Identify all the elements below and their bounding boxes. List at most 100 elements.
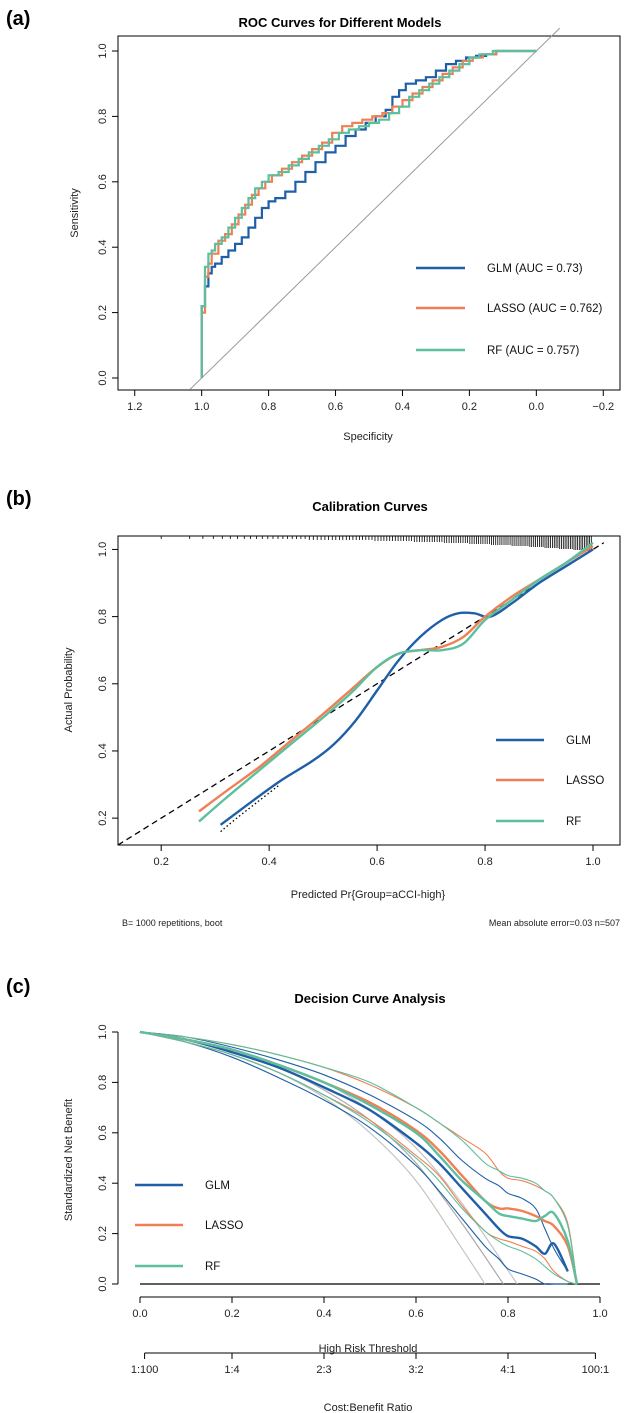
calibration-curve-rf: [198, 541, 594, 823]
dca-y-axis-tick-label: 0.8: [97, 1075, 109, 1090]
roc-x-axis-tick-label: 1.0: [194, 401, 209, 413]
roc-title: ROC Curves for Different Models: [239, 15, 442, 30]
dca-x-axis-tick-label: 0.4: [316, 1308, 331, 1320]
calibration-x-axis-tick-label: 0.6: [369, 856, 384, 868]
calibration-curve-glm: [219, 548, 594, 826]
dca-legend-lasso: LASSO: [205, 1220, 243, 1232]
dca-curve-glm: [139, 1030, 569, 1272]
dca-upper-ci-rf: [139, 1031, 578, 1285]
dca-y-axis-tick-label: 0.4: [97, 1176, 109, 1191]
roc-curve-glm: [200, 49, 537, 378]
calibration-legend-glm: GLM: [566, 735, 591, 747]
dca-x-axis-tick-label: 0.8: [500, 1308, 515, 1320]
roc-plot-frame: [117, 35, 621, 391]
calibration-x-axis-tick-label: 0.8: [477, 856, 492, 868]
calibration-x-axis-tick-label: 0.4: [261, 856, 276, 868]
dca-y-axis: 0.0 0.2 0.4 0.6 0.8 1.0: [97, 1024, 119, 1292]
calibration-plot-frame: [117, 535, 621, 846]
roc-x-axis-tick-label: −0.2: [592, 401, 614, 413]
dca-title: Decision Curve Analysis: [294, 991, 445, 1006]
roc-legend-lasso: LASSO (AUC = 0.762): [487, 303, 603, 315]
panel-label-c: (c): [6, 976, 30, 998]
calibration-series: [117, 541, 605, 846]
dca-x-axis: 0.0 0.2 0.4 0.6 0.8 1.0: [132, 1296, 608, 1320]
roc-y-axis-tick-label: 0.8: [97, 109, 109, 124]
calibration-y-axis-tick-label: 0.6: [97, 676, 109, 691]
dca-x-axis-tick-label: 1.0: [592, 1308, 607, 1320]
calibration-x-axis-tick-label: 0.2: [154, 856, 169, 868]
dca-x-axis-tick-label: 0.0: [132, 1308, 147, 1320]
dca-cost-benefit-axis-tick-label: 4:1: [500, 1364, 515, 1376]
dca-cost-benefit-axis-tick-label: 1:4: [224, 1364, 239, 1376]
roc-curve-rf: [200, 49, 537, 378]
roc-y-axis: 0.0 0.2 0.4 0.6 0.8 1.0: [97, 43, 119, 386]
calibration-ideal-line: [117, 542, 605, 846]
dca-ylabel: Standardized Net Benefit: [63, 1099, 75, 1221]
roc-ylabel: Sensitivity: [69, 188, 81, 238]
dca-lower-ci-glm: [139, 1031, 568, 1285]
calibration-legend: GLM LASSO RF: [496, 735, 604, 828]
roc-curve-lasso: [200, 49, 537, 378]
calibration-y-axis-tick-label: 1.0: [97, 542, 109, 557]
dca-curve-lasso: [139, 1030, 579, 1285]
roc-x-axis: 1.2 1.0 0.8 0.6 0.4 0.2 0.0 −0.2: [127, 389, 614, 413]
roc-x-axis-tick-label: 0.0: [529, 401, 544, 413]
dca-curve-rf: [139, 1030, 579, 1285]
roc-y-axis-tick-label: 0.4: [97, 240, 109, 255]
dca-legend: GLM LASSO RF: [135, 1180, 243, 1273]
dca-xlabel: High Risk Threshold: [319, 1343, 418, 1355]
roc-legend-rf: RF (AUC = 0.757): [487, 345, 580, 357]
roc-y-axis-tick-label: 0.2: [97, 305, 109, 320]
dca-legend-glm: GLM: [205, 1180, 230, 1192]
roc-reference-line: [189, 27, 561, 391]
dca-y-axis-tick-label: 0.2: [97, 1226, 109, 1241]
roc-xlabel: Specificity: [343, 431, 393, 443]
dca-cost-benefit-axis-tick-label: 3:2: [408, 1364, 423, 1376]
roc-x-axis-tick-label: 0.8: [261, 401, 276, 413]
roc-y-axis-tick-label: 0.0: [97, 370, 109, 385]
calibration-y-axis: 0.2 0.4 0.6 0.8 1.0: [97, 536, 119, 845]
calibration-footnote-left: B= 1000 repetitions, boot: [122, 918, 223, 928]
dca-lower-ci-lasso: [139, 1031, 578, 1285]
panel-label-a: (a): [6, 8, 30, 30]
roc-series: [189, 27, 561, 391]
dca-cost-benefit-axis: 1:100 1:4 2:3 3:2 4:1 100:1: [131, 1352, 610, 1376]
roc-x-axis-tick-label: 1.2: [127, 401, 142, 413]
dca-upper-ci-lasso: [139, 1031, 578, 1285]
calibration-panel: (b) Calibration Curves Predicted Pr{Grou…: [6, 488, 621, 928]
dca-secondary-xlabel: Cost:Benefit Ratio: [324, 1402, 413, 1413]
calibration-legend-rf: RF: [566, 816, 581, 828]
roc-y-axis-tick-label: 1.0: [97, 43, 109, 58]
dca-legend-rf: RF: [205, 1261, 220, 1273]
roc-legend: GLM (AUC = 0.73) LASSO (AUC = 0.762) RF …: [416, 263, 603, 357]
dca-lower-ci-rf: [139, 1031, 578, 1285]
roc-x-axis-tick-label: 0.2: [462, 401, 477, 413]
dca-upper-ci-glm: [139, 1031, 569, 1272]
calibration-x-axis-tick-label: 1.0: [585, 856, 600, 868]
dca-cost-benefit-axis-tick-label: 1:100: [131, 1364, 159, 1376]
calibration-y-axis-tick-label: 0.4: [97, 743, 109, 758]
dca-cost-benefit-axis-tick-label: 2:3: [316, 1364, 331, 1376]
calibration-ylabel: Actual Probability: [63, 647, 75, 732]
panel-label-b: (b): [6, 488, 32, 510]
roc-legend-glm: GLM (AUC = 0.73): [487, 263, 583, 275]
dca-y-axis-tick-label: 0.6: [97, 1125, 109, 1140]
roc-panel: (a) ROC Curves for Different Models Spec…: [6, 8, 621, 443]
dca-x-axis-tick-label: 0.6: [408, 1308, 423, 1320]
roc-x-axis-tick-label: 0.6: [328, 401, 343, 413]
roc-x-axis-tick-label: 0.4: [395, 401, 410, 413]
roc-y-axis-tick-label: 0.6: [97, 174, 109, 189]
calibration-y-axis-tick-label: 0.8: [97, 609, 109, 624]
calibration-xlabel: Predicted Pr{Group=aCCI-high}: [291, 889, 446, 901]
calibration-apparent-line: [220, 783, 281, 833]
dca-y-axis-tick-label: 1.0: [97, 1024, 109, 1039]
calibration-x-axis: 0.2 0.4 0.6 0.8 1.0: [118, 844, 620, 868]
dca-panel: (c) Decision Curve Analysis High Risk Th…: [6, 976, 609, 1413]
calibration-y-axis-tick-label: 0.2: [97, 810, 109, 825]
dca-y-axis-tick-label: 0.0: [97, 1276, 109, 1291]
dca-cost-benefit-axis-tick-label: 100:1: [582, 1364, 610, 1376]
dca-treat-all-line: [139, 1031, 504, 1285]
dca-x-axis-tick-label: 0.2: [224, 1308, 239, 1320]
